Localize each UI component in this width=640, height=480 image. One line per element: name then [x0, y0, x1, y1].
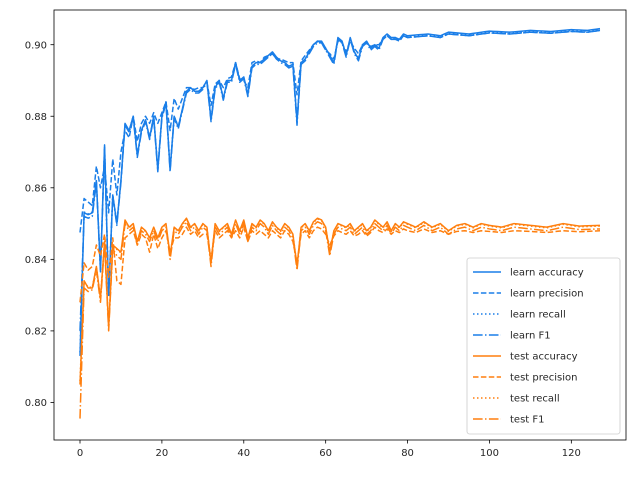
x-tick-label: 120: [562, 448, 581, 459]
y-tick-label: 0.88: [25, 112, 47, 123]
y-tick-label: 0.84: [25, 255, 47, 266]
y-tick-label: 0.80: [25, 398, 47, 409]
legend-label-learn-f1: learn F1: [510, 331, 551, 342]
series-layer: [79, 27, 601, 419]
y-tick-label: 0.86: [25, 183, 47, 194]
y-axis: 0.80 0.82 0.84 0.86 0.88 0.90: [25, 40, 54, 409]
x-axis: 0 20 40 60 80 100 120: [77, 440, 581, 459]
legend-label-test-f1: test F1: [510, 415, 545, 426]
plot-frame: [53, 9, 627, 441]
x-tick-label: 40: [237, 448, 250, 459]
legend: learn accuracy learn precision learn recal…: [466, 257, 621, 435]
series-line-test-accuracy: [79, 217, 601, 385]
x-tick-label: 20: [156, 448, 169, 459]
series-line-test-recall: [79, 218, 601, 382]
legend-box: [466, 257, 621, 435]
x-tick-label: 100: [480, 448, 499, 459]
series-line-learn-recall: [79, 28, 601, 353]
x-tick-label: 0: [77, 448, 83, 459]
legend-label-learn-accuracy: learn accuracy: [510, 268, 584, 279]
series-line-test-f1: [79, 221, 601, 419]
legend-label-test-accuracy: test accuracy: [510, 352, 578, 363]
series-line-learn-f1: [79, 29, 601, 331]
series-line-test-precision: [79, 226, 601, 303]
legend-label-test-precision: test precision: [510, 373, 578, 384]
legend-label-learn-recall: learn recall: [510, 310, 566, 321]
x-tick-label: 80: [401, 448, 414, 459]
legend-label-test-recall: test recall: [510, 394, 560, 405]
y-tick-label: 0.82: [25, 326, 47, 337]
y-tick-label: 0.90: [25, 40, 47, 51]
x-tick-label: 60: [319, 448, 332, 459]
legend-label-learn-precision: learn precision: [510, 289, 584, 300]
